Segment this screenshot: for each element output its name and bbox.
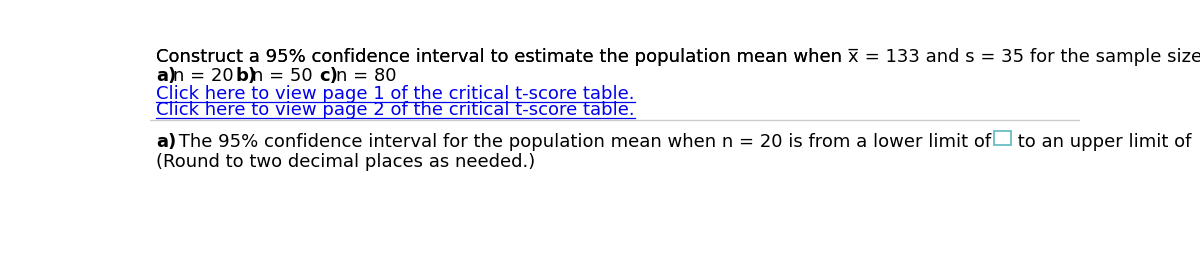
Text: = 133 and s = 35 for the sample sizes below.: = 133 and s = 35 for the sample sizes be… xyxy=(858,48,1200,66)
Text: n = 80: n = 80 xyxy=(336,67,396,85)
Text: c): c) xyxy=(319,67,338,85)
Text: (Round to two decimal places as needed.): (Round to two decimal places as needed.) xyxy=(156,153,535,171)
Text: The 95% confidence interval for the population mean when n = 20 is from a lower : The 95% confidence interval for the popu… xyxy=(173,133,991,151)
Text: x̅: x̅ xyxy=(848,48,858,66)
Text: to an upper limit of: to an upper limit of xyxy=(1013,133,1192,151)
Text: n = 50: n = 50 xyxy=(252,67,313,85)
Text: Click here to view page 1 of the critical t-score table.: Click here to view page 1 of the critica… xyxy=(156,85,635,103)
Bar xyxy=(994,131,1010,145)
Text: b): b) xyxy=(235,67,257,85)
Text: a): a) xyxy=(156,67,176,85)
Text: Click here to view page 2 of the critical t-score table.: Click here to view page 2 of the critica… xyxy=(156,101,635,119)
Text: a): a) xyxy=(156,133,176,151)
Text: Construct a 95% confidence interval to estimate the population mean when: Construct a 95% confidence interval to e… xyxy=(156,48,848,66)
Text: n = 20: n = 20 xyxy=(173,67,234,85)
Text: Construct a 95% confidence interval to estimate the population mean when: Construct a 95% confidence interval to e… xyxy=(156,48,848,66)
Bar xyxy=(1194,131,1200,145)
